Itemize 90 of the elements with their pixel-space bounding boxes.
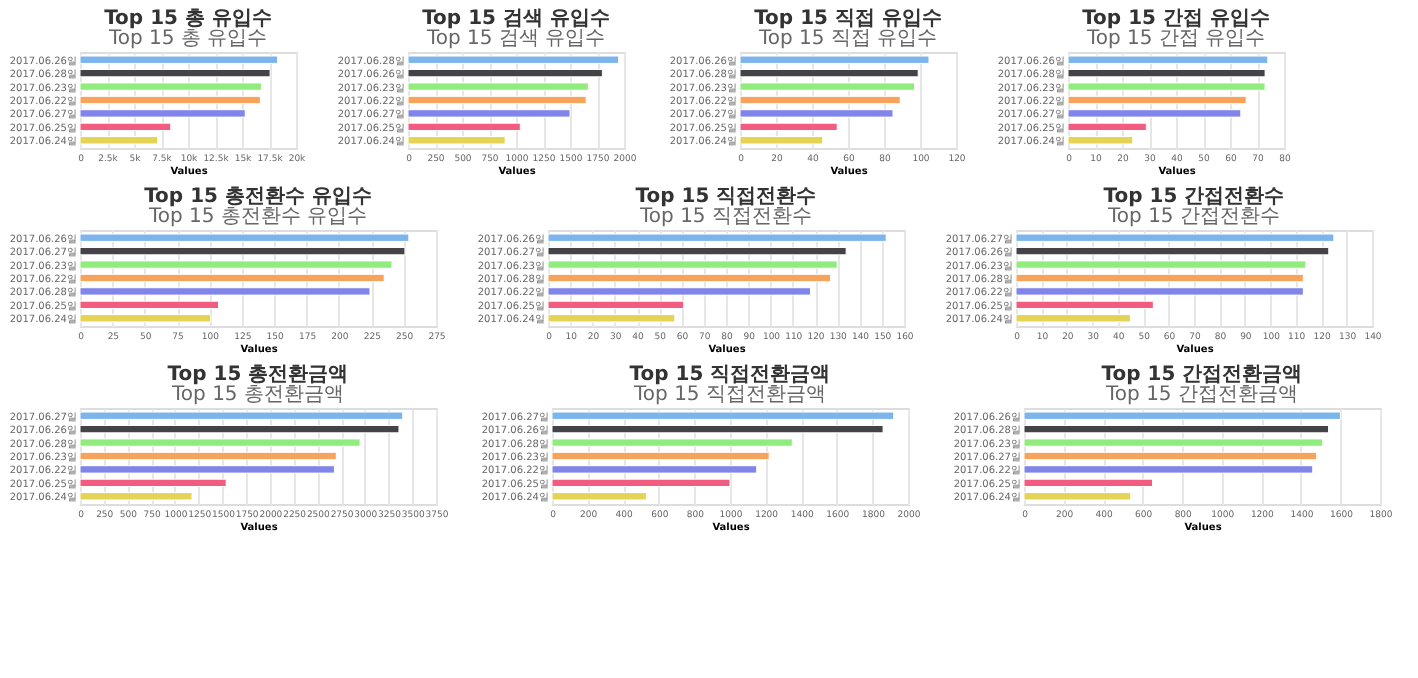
- bar: [1015, 273, 1304, 283]
- chart-subtitle: Top 15 검색 유입수: [424, 28, 606, 50]
- bar: [1067, 68, 1266, 78]
- bar: [1023, 465, 1314, 474]
- bar: [1067, 95, 1247, 105]
- bar: [407, 82, 589, 91]
- bar: [79, 287, 371, 296]
- chart-subtitle: Top 15 간접전환수: [1106, 206, 1280, 228]
- bar: [551, 424, 884, 434]
- bar: [739, 95, 901, 105]
- chart-title: Top 15 검색 유입수: [422, 8, 610, 30]
- bar: [79, 465, 335, 474]
- chart-title: Top 15 간접 유입수: [1082, 8, 1270, 30]
- bar: [1067, 136, 1134, 145]
- chart-subtitle: Top 15 간접 유입수: [1084, 28, 1266, 50]
- chart-subtitle: Top 15 총전환수 유입수: [146, 206, 368, 228]
- bar: [547, 260, 838, 269]
- bar: [1067, 55, 1269, 64]
- chart-title: Top 15 직접전환수: [635, 186, 817, 208]
- bar: [79, 411, 404, 420]
- bar: [547, 300, 685, 310]
- bar: [79, 314, 212, 323]
- bar: [1015, 246, 1330, 256]
- bar: [547, 287, 812, 296]
- bar: [79, 478, 227, 488]
- bar: [79, 438, 361, 447]
- chart-subtitle: Top 15 총전환금액: [170, 384, 344, 406]
- bar: [739, 68, 919, 78]
- bar: [1015, 287, 1304, 296]
- bar: [739, 122, 838, 132]
- bar: [407, 95, 587, 105]
- chart-subtitle: Top 15 직접 유입수: [756, 28, 938, 50]
- bar: [551, 438, 793, 447]
- chart-title: Top 15 총전환수 유입수: [144, 186, 372, 208]
- bar: [739, 82, 916, 91]
- bar: [79, 451, 337, 461]
- bar: [79, 95, 261, 105]
- bar: [1023, 492, 1132, 501]
- bar: [79, 300, 220, 310]
- bar: [1067, 122, 1147, 132]
- bar: [79, 260, 393, 269]
- bar: [551, 478, 731, 488]
- bar: [1067, 82, 1266, 91]
- bar: [407, 109, 571, 118]
- chart-title: Top 15 간접전환금액: [1101, 364, 1303, 386]
- bar: [407, 136, 506, 145]
- bar: [79, 492, 193, 501]
- bar: [79, 233, 410, 242]
- bar: [1023, 424, 1330, 434]
- bar: [79, 55, 279, 64]
- chart-title: Top 15 총 유입수: [104, 8, 272, 30]
- chart-title: Top 15 간접전환수: [1103, 186, 1285, 208]
- bar: [1067, 109, 1242, 118]
- bar: [547, 246, 847, 256]
- bar: [551, 411, 895, 420]
- bar: [739, 109, 894, 118]
- bar: [739, 136, 824, 145]
- bar: [79, 109, 246, 118]
- chart-subtitle: Top 15 간접전환금액: [1104, 384, 1298, 406]
- bar: [1023, 451, 1318, 461]
- bar: [1015, 300, 1154, 310]
- bar: [1023, 438, 1324, 447]
- bar: [1023, 411, 1341, 420]
- bar: [551, 492, 647, 501]
- bar: [79, 273, 385, 283]
- bar: [1015, 260, 1307, 269]
- chart-title: Top 15 직접 유입수: [754, 8, 942, 30]
- bar: [1015, 233, 1335, 242]
- bar: [551, 465, 758, 474]
- chart-subtitle: Top 15 직접전환수: [638, 206, 812, 228]
- bar: [407, 122, 521, 132]
- bar: [79, 82, 262, 91]
- chart-title: Top 15 직접전환금액: [629, 364, 831, 386]
- bar: [407, 68, 603, 78]
- bar: [739, 55, 930, 64]
- bar: [79, 246, 406, 256]
- chart-subtitle: Top 15 총 유입수: [106, 28, 268, 50]
- bar: [79, 136, 159, 145]
- bar: [79, 424, 400, 434]
- bar: [79, 68, 271, 78]
- bar: [1015, 314, 1131, 323]
- bar: [547, 314, 676, 323]
- chart-title: Top 15 총전환금액: [167, 364, 349, 386]
- bar: [1023, 478, 1154, 488]
- bar: [547, 233, 887, 242]
- bar: [547, 273, 832, 283]
- bar: [551, 451, 770, 461]
- bar: [79, 122, 172, 132]
- bar: [407, 55, 620, 64]
- chart-subtitle: Top 15 직접전환금액: [632, 384, 826, 406]
